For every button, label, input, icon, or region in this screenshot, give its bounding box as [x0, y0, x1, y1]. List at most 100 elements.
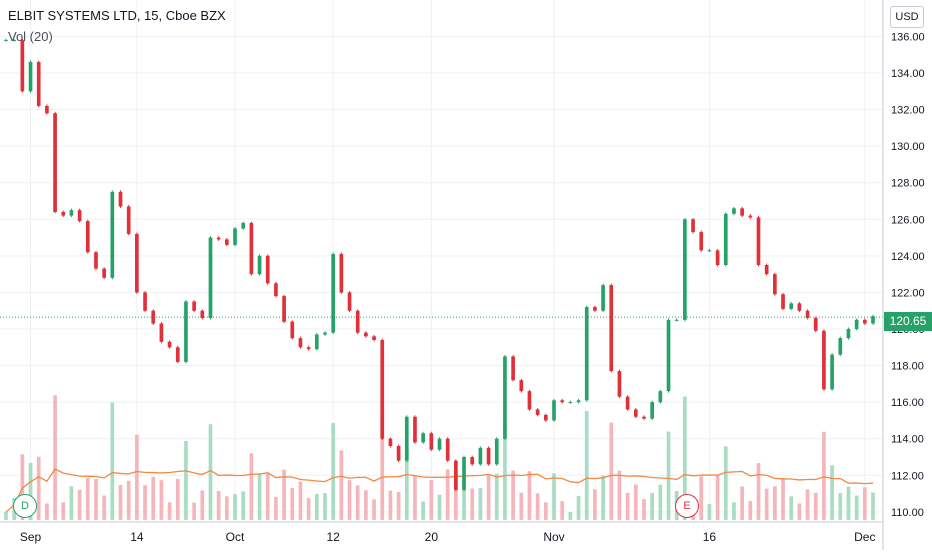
volume-bar [200, 490, 205, 520]
y-tick-label: 110.00 [891, 507, 924, 519]
candle-body [298, 338, 303, 348]
y-tick-label: 118.00 [891, 361, 924, 373]
candle-body [454, 460, 458, 490]
candle-body [715, 250, 720, 265]
volume-bar [233, 494, 237, 520]
volume-bar [53, 395, 57, 520]
volume-bar [486, 474, 491, 520]
candle-body [224, 239, 229, 245]
volume-bar [437, 494, 442, 520]
candles [4, 38, 875, 492]
candle-body [143, 292, 147, 311]
volume-bar [347, 480, 352, 520]
volume-bar [813, 492, 818, 520]
candle-body [323, 332, 327, 335]
y-tick-label: 130.00 [891, 141, 925, 153]
volume-bar [568, 512, 573, 520]
volume-bar [20, 454, 25, 520]
volume-bar [789, 496, 794, 520]
volume-bar [781, 477, 785, 520]
volume-bar [4, 512, 8, 520]
candle-body [830, 354, 834, 390]
volume-bar [748, 501, 753, 520]
candle-body [364, 332, 368, 337]
volume-bar [94, 479, 98, 520]
candle-body [36, 62, 41, 106]
earnings-event-marker[interactable]: E [675, 494, 699, 518]
y-tick-label: 116.00 [891, 397, 924, 409]
candle-body [339, 254, 344, 293]
volume-bar [756, 463, 761, 520]
volume-bar [404, 447, 409, 520]
candle-body [560, 400, 565, 403]
candle-body [519, 380, 524, 392]
candle-body [822, 330, 826, 390]
volume-bar [543, 502, 548, 520]
candle-body [77, 210, 82, 222]
currency-button[interactable]: USD [890, 6, 924, 28]
volume-bar [265, 472, 270, 520]
x-tick-label: 12 [326, 530, 340, 544]
volume-bar [576, 496, 581, 520]
volume-bar [527, 471, 532, 520]
volume-bar [61, 502, 66, 520]
candle-body [650, 402, 655, 419]
candle-body [102, 268, 106, 278]
candle-body [666, 319, 671, 392]
y-tick-label: 132.00 [891, 105, 925, 117]
volume-bar [290, 488, 295, 520]
candle-body [20, 40, 25, 92]
volume-bar [85, 478, 90, 520]
candle-body [167, 341, 172, 348]
volume-bar [805, 489, 810, 520]
volume-bar [110, 402, 115, 520]
volume-bar [494, 473, 499, 520]
volume-bar [625, 492, 630, 520]
x-tick-label: 20 [425, 530, 439, 544]
candle-body [797, 303, 802, 311]
volume-moving-average [5, 468, 874, 513]
candle-body [110, 191, 115, 278]
candle-body [478, 447, 483, 465]
candle-body [838, 338, 843, 355]
volume-bar [617, 470, 622, 520]
dividend-event-marker[interactable]: D [13, 494, 37, 518]
volume-bar [445, 469, 450, 520]
candle-body [265, 255, 270, 284]
volume-bar [454, 470, 458, 520]
candle-body [503, 356, 507, 439]
candle-body [45, 105, 49, 114]
volume-bar [282, 469, 286, 520]
candle-body [707, 250, 712, 252]
volume-indicator-label[interactable]: Vol (20) [8, 29, 53, 44]
candle-body [609, 285, 614, 372]
candle-body [871, 316, 875, 324]
volume-bar [871, 492, 875, 520]
candle-body [527, 391, 532, 410]
volume-bar [854, 495, 859, 520]
candle-body [216, 237, 221, 240]
volume-bar [650, 493, 655, 520]
volume-bar [642, 499, 646, 520]
grid-layer [0, 0, 883, 522]
volume-bar [519, 492, 524, 520]
volume-bar [396, 491, 401, 520]
candle-body [617, 371, 622, 397]
candle-body [494, 438, 499, 465]
volume-bar [838, 493, 843, 520]
volume-bar [552, 473, 556, 520]
volume-bar [658, 484, 663, 520]
volume-bar [478, 488, 483, 520]
x-tick-label: 16 [703, 530, 717, 544]
candle-body [233, 228, 237, 245]
volume-bar [609, 422, 614, 520]
volume-bar [830, 465, 834, 520]
volume-bar [707, 504, 712, 520]
candle-body [543, 414, 548, 421]
volume-bar [274, 496, 278, 520]
candle-body [274, 283, 278, 297]
volume-bar [126, 480, 131, 520]
volume-bar [462, 476, 466, 520]
